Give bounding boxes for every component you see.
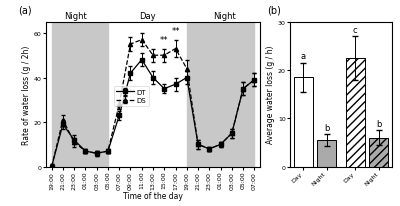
Y-axis label: Average water loss (g / h): Average water loss (g / h) (266, 46, 275, 144)
Text: b: b (324, 123, 330, 132)
Text: (a): (a) (18, 6, 32, 15)
Bar (187, 23, 254, 167)
Text: Night: Night (64, 12, 87, 21)
Text: a: a (300, 52, 306, 61)
Text: **: ** (171, 27, 180, 36)
Bar (346, 59, 365, 167)
Y-axis label: Rate of water loss (g / 2h): Rate of water loss (g / 2h) (22, 45, 31, 144)
Bar (317, 140, 336, 167)
Text: c: c (353, 26, 358, 35)
X-axis label: Time of the day: Time of the day (123, 192, 183, 200)
Bar (294, 78, 312, 167)
Legend: DT, DS: DT, DS (114, 87, 149, 106)
Bar (52, 23, 108, 167)
Bar (370, 138, 388, 167)
Text: Day: Day (139, 12, 155, 21)
Text: Night: Night (213, 12, 236, 21)
Text: (b): (b) (268, 6, 282, 15)
Text: b: b (376, 119, 382, 128)
Text: **: ** (160, 36, 168, 45)
